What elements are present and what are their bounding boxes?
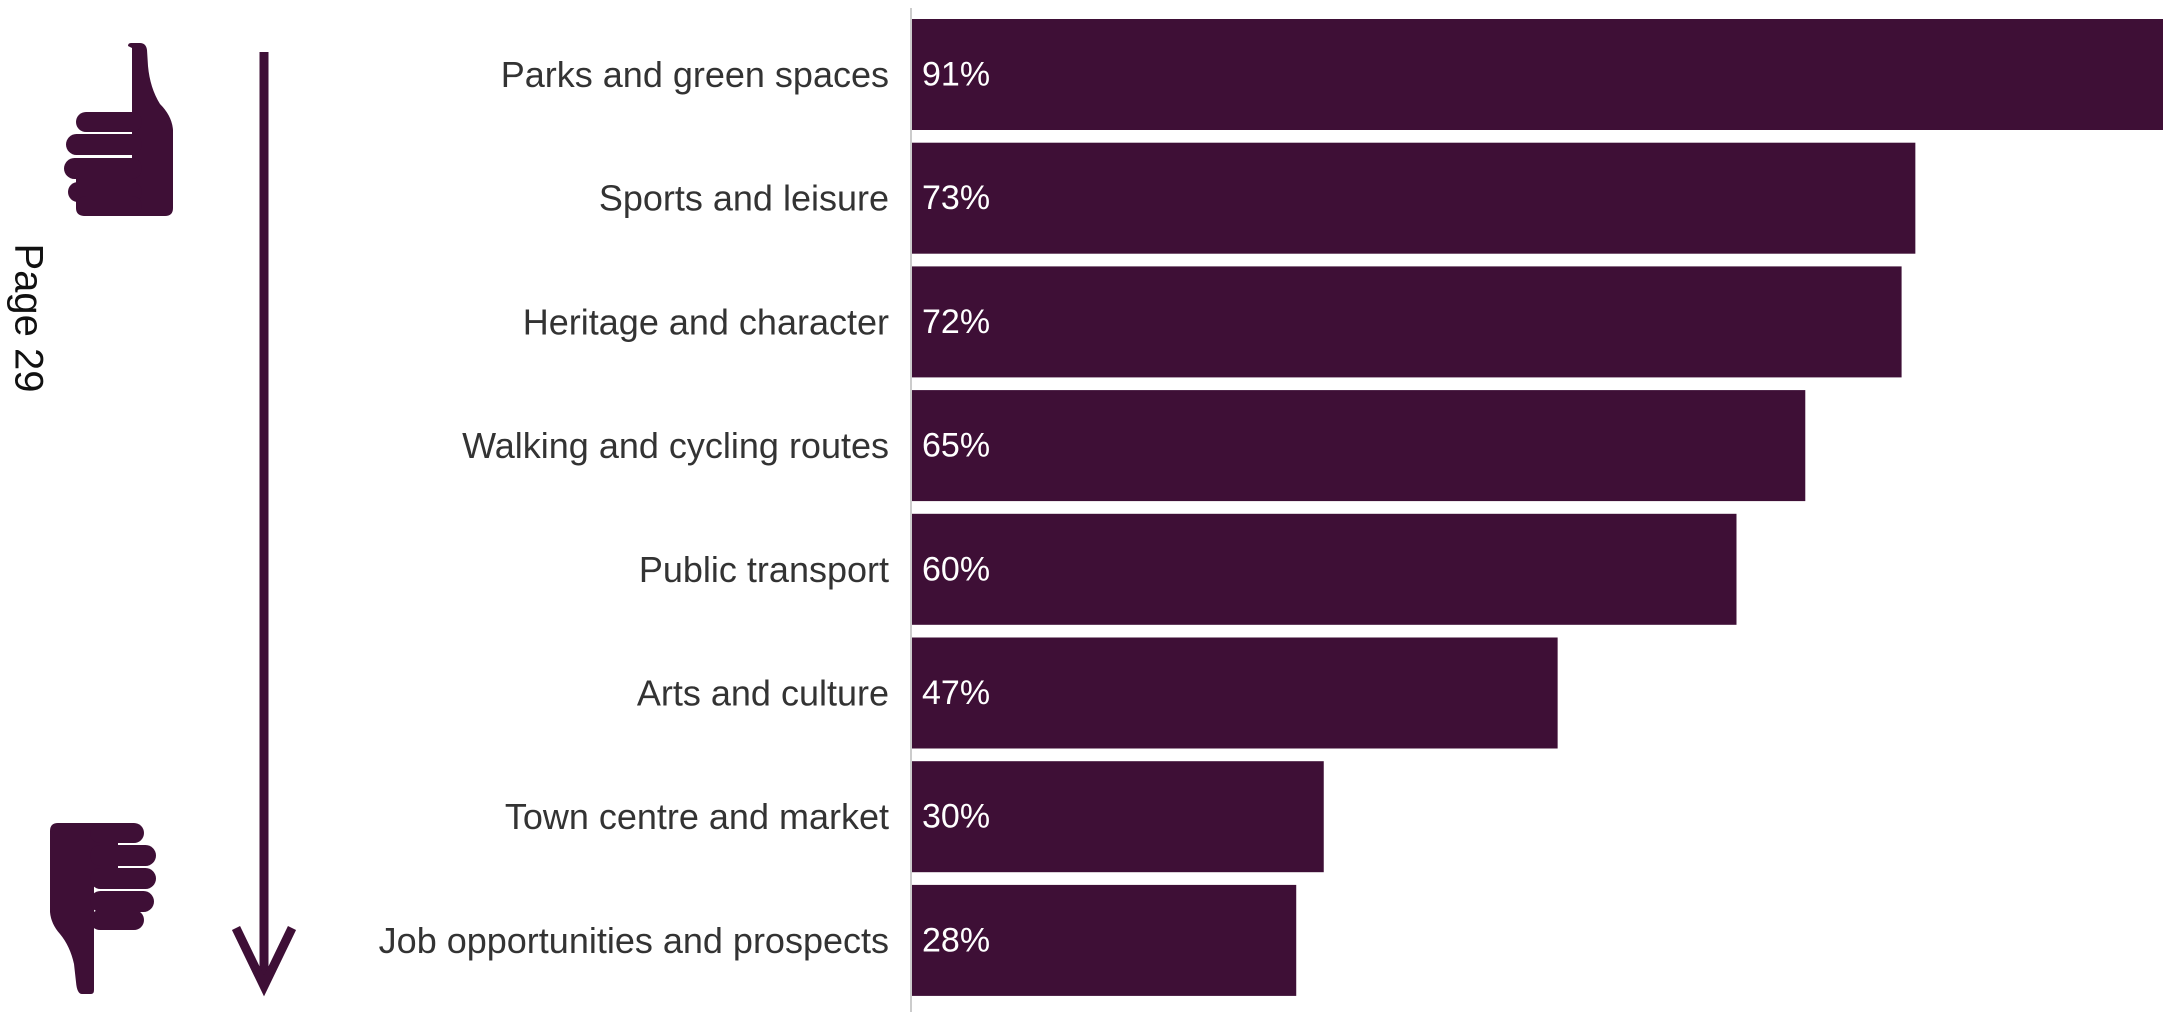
value-label: 30%	[922, 798, 990, 836]
value-label: 73%	[922, 179, 990, 217]
page-number-text: Page 29	[6, 243, 51, 393]
bar	[911, 390, 1806, 502]
bar	[911, 266, 1902, 378]
thumbs-down-icon	[50, 823, 156, 994]
value-label: 60%	[922, 550, 990, 588]
category-label: Heritage and character	[523, 301, 889, 342]
category-label: Parks and green spaces	[501, 54, 889, 95]
bar	[911, 513, 1737, 625]
bar	[911, 637, 1558, 749]
value-label: 47%	[922, 674, 990, 712]
bar	[911, 884, 1297, 996]
bar	[911, 142, 1916, 254]
category-label: Town centre and market	[505, 796, 889, 837]
category-label: Public transport	[639, 549, 889, 590]
bar	[911, 19, 2163, 130]
category-label: Walking and cycling routes	[462, 425, 889, 466]
bar	[911, 761, 1324, 873]
icons-layer	[50, 43, 297, 997]
thumbs-up-icon	[64, 43, 173, 216]
value-label: 91%	[922, 56, 990, 94]
category-label: Sports and leisure	[599, 178, 889, 219]
value-label: 28%	[922, 921, 990, 959]
bars-layer: Parks and green spaces 91% Sports and leis…	[379, 19, 2163, 996]
value-label: 72%	[922, 303, 990, 341]
category-label: Arts and culture	[637, 673, 889, 714]
category-label: Job opportunities and prospects	[379, 920, 889, 961]
arrow-down-icon	[231, 52, 297, 997]
value-label: 65%	[922, 427, 990, 465]
